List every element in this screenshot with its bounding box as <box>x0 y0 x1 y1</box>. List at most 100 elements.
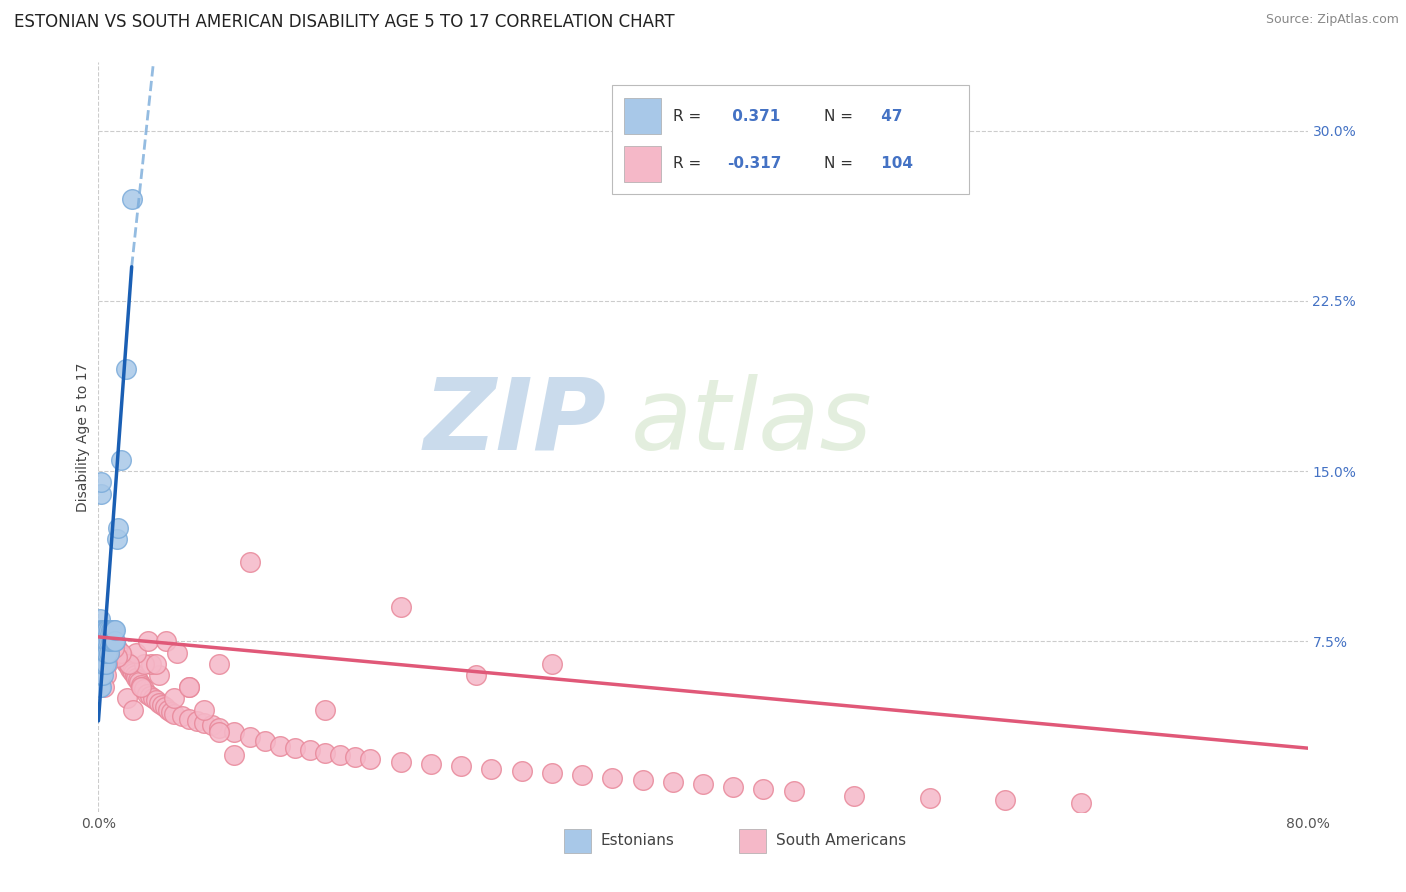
Point <box>193 702 215 716</box>
Point <box>90 475 112 490</box>
Point <box>100 634 122 648</box>
Point <box>389 755 412 769</box>
Point <box>93 646 115 660</box>
Point <box>89 680 111 694</box>
Point <box>94 668 117 682</box>
Point <box>1070 796 1092 810</box>
Bar <box>564 829 591 853</box>
Text: R =: R = <box>672 109 702 124</box>
Bar <box>624 145 661 182</box>
Point <box>299 743 322 757</box>
Point <box>145 657 167 672</box>
Point <box>136 634 159 648</box>
Point <box>94 634 117 648</box>
Point <box>100 634 122 648</box>
Point <box>94 623 117 637</box>
Point <box>90 657 112 672</box>
Point <box>153 700 176 714</box>
Text: ESTONIAN VS SOUTH AMERICAN DISABILITY AGE 5 TO 17 CORRELATION CHART: ESTONIAN VS SOUTH AMERICAN DISABILITY AG… <box>14 13 675 31</box>
Point <box>239 555 262 569</box>
Point <box>465 668 488 682</box>
Text: 47: 47 <box>876 109 903 124</box>
FancyBboxPatch shape <box>613 85 969 194</box>
Point <box>100 634 122 648</box>
Point <box>122 702 145 716</box>
Point <box>148 668 170 682</box>
Point <box>100 623 122 637</box>
Point <box>208 725 231 739</box>
Point <box>105 650 128 665</box>
Point <box>91 668 114 682</box>
Point <box>135 687 157 701</box>
Point <box>120 662 142 676</box>
Point <box>89 634 111 648</box>
Point <box>93 680 115 694</box>
Point <box>110 648 132 662</box>
Point <box>96 634 118 648</box>
Point <box>94 646 117 660</box>
Point <box>91 623 114 637</box>
Y-axis label: Disability Age 5 to 17: Disability Age 5 to 17 <box>76 362 90 512</box>
Point <box>103 623 125 637</box>
Bar <box>740 829 766 853</box>
Point <box>127 673 149 687</box>
Point <box>540 657 562 672</box>
Point <box>103 641 125 656</box>
Point <box>96 634 118 648</box>
Point <box>94 634 117 648</box>
Point <box>844 789 866 803</box>
Point <box>124 668 146 682</box>
Point <box>114 655 136 669</box>
Point <box>450 759 472 773</box>
Point <box>121 192 143 206</box>
Point <box>179 680 201 694</box>
Point <box>253 734 276 748</box>
Point <box>89 657 111 672</box>
Point <box>129 677 152 691</box>
Text: 104: 104 <box>876 156 912 171</box>
Point <box>163 707 186 722</box>
Point <box>269 739 291 753</box>
Point <box>93 623 115 637</box>
Point <box>224 725 246 739</box>
Point <box>571 768 593 782</box>
Point <box>90 668 112 682</box>
Point <box>150 698 173 712</box>
Point <box>139 689 162 703</box>
Point <box>91 657 114 672</box>
Point <box>96 646 118 660</box>
Point <box>90 646 112 660</box>
Point <box>132 682 155 697</box>
Point <box>145 693 167 707</box>
Point <box>125 671 148 685</box>
Point <box>105 533 128 547</box>
Point <box>170 709 193 723</box>
Point <box>98 634 121 648</box>
Point <box>98 646 121 660</box>
Point <box>115 657 138 672</box>
Point <box>602 771 624 785</box>
Point <box>122 666 145 681</box>
Text: R =: R = <box>672 156 702 171</box>
Point <box>208 721 231 735</box>
Point <box>103 634 125 648</box>
Point <box>105 641 128 656</box>
Point <box>91 634 114 648</box>
Point <box>155 634 177 648</box>
Text: 0.371: 0.371 <box>727 109 780 124</box>
Point <box>179 712 201 726</box>
Point <box>783 784 806 798</box>
Point <box>93 634 115 648</box>
Point <box>114 362 136 376</box>
Text: atlas: atlas <box>630 374 872 471</box>
Point <box>752 782 775 797</box>
Point <box>723 780 745 794</box>
Point <box>163 691 186 706</box>
Point <box>142 691 165 706</box>
Point <box>389 600 412 615</box>
Point <box>193 716 215 731</box>
Point <box>994 793 1017 807</box>
Point <box>208 657 231 672</box>
Text: Estonians: Estonians <box>600 833 673 848</box>
Point <box>96 657 118 672</box>
